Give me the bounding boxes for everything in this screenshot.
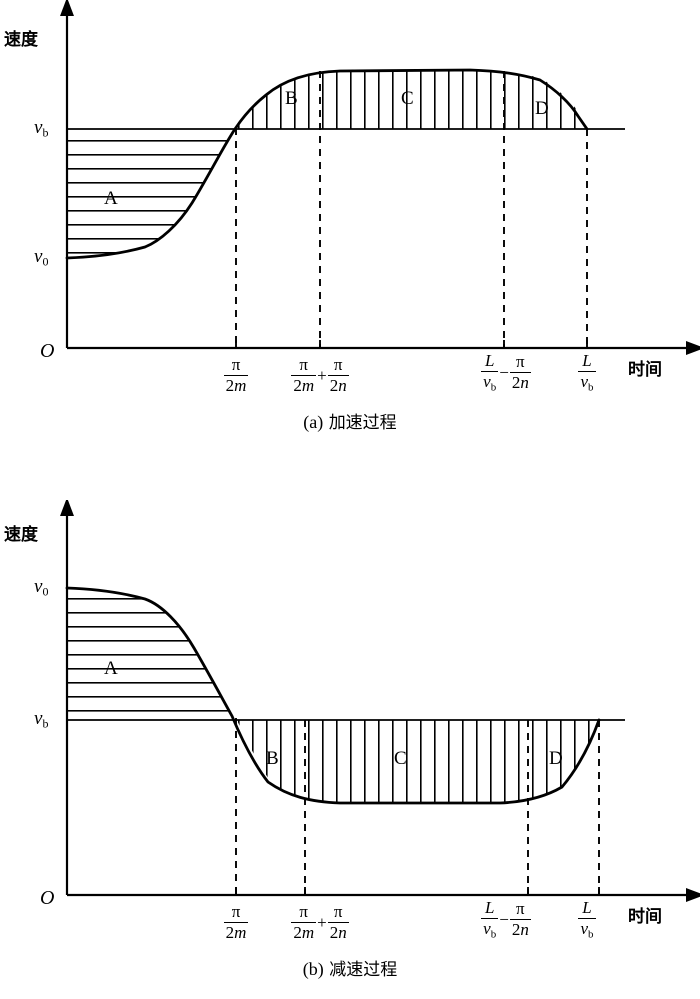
y-tick-vb: vb bbox=[34, 708, 49, 731]
x-tick-label-t2: π 2m + π 2n bbox=[291, 355, 349, 395]
y-tick-v0: v0 bbox=[34, 246, 49, 269]
y-axis-title: 速度 bbox=[4, 525, 38, 545]
region-label-c: C bbox=[401, 88, 414, 109]
origin-label: O bbox=[40, 340, 55, 362]
caption-b: (b) 减速过程 bbox=[0, 955, 700, 980]
chart-a-canvas bbox=[59, 0, 700, 356]
regions-bcd-hatch bbox=[236, 718, 599, 803]
caption-b-prefix: (b) bbox=[302, 959, 324, 979]
x-tick-label-t1: π 2m bbox=[223, 355, 249, 395]
region-label-a: A bbox=[104, 188, 118, 209]
region-label-b: B bbox=[266, 748, 279, 769]
region-a-hatch bbox=[67, 128, 236, 258]
x-tick-label-t1: π 2m bbox=[223, 902, 249, 942]
caption-a-text: 加速过程 bbox=[328, 413, 397, 433]
velocity-curve bbox=[65, 586, 601, 805]
chart-b-canvas bbox=[59, 500, 700, 903]
caption-a-prefix: (a) bbox=[303, 412, 324, 432]
region-label-d: D bbox=[535, 98, 549, 119]
region-label-a: A bbox=[104, 658, 118, 679]
caption-a: (a) 加速过程 bbox=[0, 408, 700, 433]
y-tick-v0: v0 bbox=[34, 576, 49, 599]
velocity-curve bbox=[65, 68, 589, 260]
region-label-c: C bbox=[394, 748, 407, 769]
origin-label: O bbox=[40, 887, 55, 909]
x-tick-label-t2: π 2m + π 2n bbox=[291, 902, 349, 942]
y-axis-title: 速度 bbox=[4, 30, 38, 50]
caption-b-text: 减速过程 bbox=[329, 960, 398, 980]
y-tick-vb: vb bbox=[34, 117, 49, 140]
region-label-d: D bbox=[549, 748, 563, 769]
region-label-b: B bbox=[285, 88, 298, 109]
x-axis-title: 时间 bbox=[628, 360, 662, 380]
x-axis-title: 时间 bbox=[628, 907, 662, 927]
